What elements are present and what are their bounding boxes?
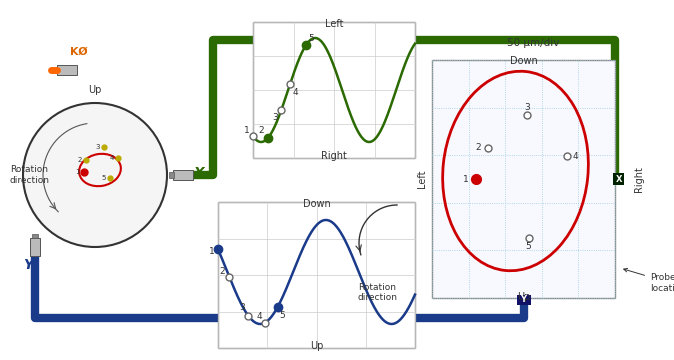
Text: 3: 3: [524, 103, 530, 112]
Bar: [432, 60, 615, 298]
Text: 4: 4: [256, 312, 262, 321]
Circle shape: [23, 103, 167, 247]
Text: Y: Y: [23, 258, 33, 272]
Text: 1: 1: [244, 126, 250, 135]
Bar: [57, 65, 77, 75]
Bar: [613, 173, 624, 185]
Text: 3: 3: [96, 144, 100, 150]
Text: 2: 2: [259, 126, 264, 135]
Bar: [30, 238, 40, 256]
Text: 4: 4: [110, 155, 114, 161]
Text: Down: Down: [303, 199, 330, 209]
Text: Right: Right: [321, 151, 347, 161]
Text: Rotation
direction: Rotation direction: [357, 283, 397, 302]
Bar: [253, 22, 415, 158]
Text: 50 μm/div: 50 μm/div: [508, 38, 559, 48]
Text: X: X: [193, 166, 204, 180]
Text: Left: Left: [417, 170, 427, 188]
Text: 3: 3: [239, 303, 245, 312]
Text: Left: Left: [325, 19, 343, 29]
Text: Probe
locations: Probe locations: [623, 269, 674, 293]
Text: Down: Down: [510, 56, 537, 66]
Text: Rotation
direction: Rotation direction: [10, 165, 50, 185]
Text: 1: 1: [462, 175, 468, 184]
Text: 1: 1: [75, 169, 80, 175]
Text: 4: 4: [292, 88, 298, 97]
Text: KØ: KØ: [70, 47, 88, 57]
Text: 2: 2: [475, 143, 481, 152]
Text: 1: 1: [209, 247, 215, 256]
Text: Up: Up: [88, 85, 102, 95]
Text: Y: Y: [520, 296, 526, 305]
Text: 3: 3: [272, 113, 278, 122]
Text: Up: Up: [310, 341, 324, 351]
Bar: [218, 202, 415, 348]
Text: 4: 4: [572, 152, 578, 161]
Bar: [169, 172, 174, 178]
Text: 5: 5: [102, 175, 106, 181]
Bar: [32, 234, 38, 238]
Bar: [516, 295, 530, 305]
Text: X: X: [616, 175, 622, 184]
Text: 2: 2: [220, 267, 225, 276]
Text: 5: 5: [309, 34, 314, 43]
Text: Up: Up: [517, 292, 530, 302]
Text: 5: 5: [526, 242, 532, 251]
Bar: [173, 170, 193, 180]
Text: 5: 5: [280, 311, 286, 320]
Text: 2: 2: [78, 157, 82, 163]
Text: Right: Right: [634, 166, 644, 192]
